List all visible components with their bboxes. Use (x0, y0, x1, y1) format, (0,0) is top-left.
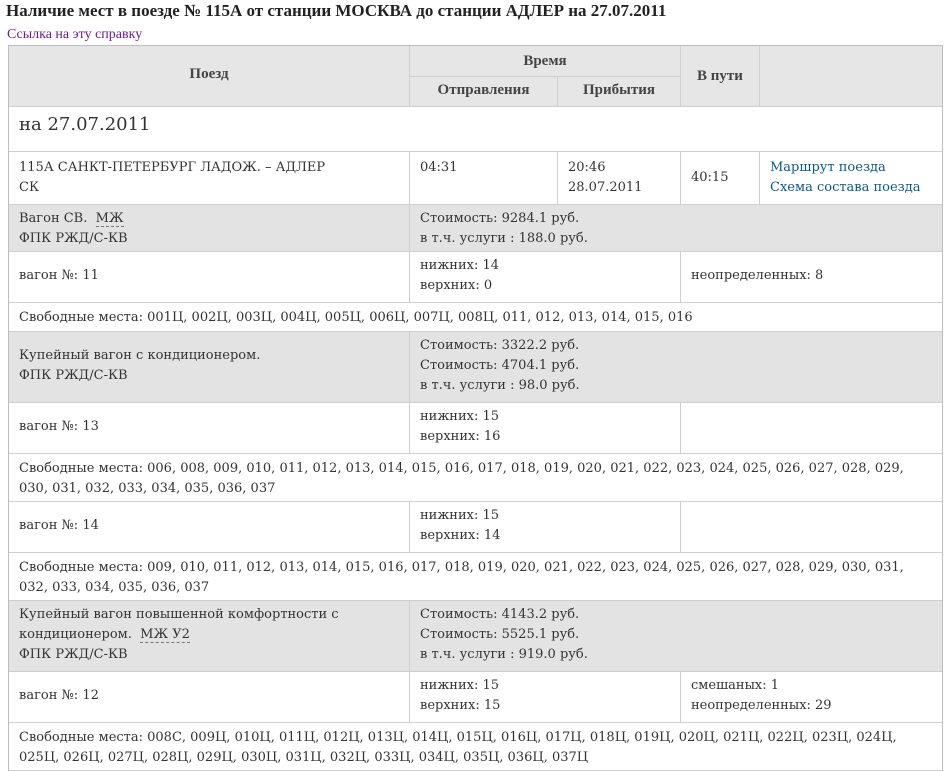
car-number: вагон №: 11 (19, 268, 99, 283)
free-seats: Свободные места: 009, 010, 011, 012, 013… (19, 560, 904, 595)
car-row: вагон №: 12 нижних: 15 верхних: 15 смеша… (9, 672, 942, 723)
car-class-name-cont: кондиционером. (19, 627, 132, 642)
price: Стоимость: 5525.1 руб. (420, 627, 580, 642)
header-duration: В пути (697, 68, 743, 84)
carrier: ФПК РЖД/С-КВ (19, 368, 128, 383)
availability-table: Поезд Время Отправления Прибытия В пути … (8, 45, 943, 771)
lower-seats: нижних: 15 (420, 508, 500, 523)
upper-seats: верхних: 14 (420, 528, 501, 543)
table-header: Поезд Время Отправления Прибытия В пути (9, 46, 942, 107)
car-number: вагон №: 14 (19, 518, 99, 533)
header-departure: Отправления (437, 82, 530, 98)
car-class-row: Купейный вагон с кондиционером. ФПК РЖД/… (9, 332, 942, 403)
car-number: вагон №: 13 (19, 419, 99, 434)
price: Стоимость: 3322.2 руб. (420, 338, 580, 353)
undefined-seats: неопределенных: 8 (691, 268, 824, 283)
gender-badge[interactable]: МЖ (95, 211, 124, 227)
reference-link[interactable]: Ссылка на эту справку (7, 27, 143, 42)
mixed-seats: смешаных: 1 (691, 678, 780, 693)
car-row: вагон №: 13 нижних: 15 верхних: 16 (9, 403, 942, 454)
train-type: СК (19, 180, 40, 195)
free-seats: Свободные места: 006, 008, 009, 010, 011… (19, 461, 904, 496)
date-row: на 27.07.2011 (9, 107, 942, 152)
car-class-name: Купейный вагон повышенной комфортности с (19, 607, 339, 622)
car-class-name: Купейный вагон с кондиционером. (19, 348, 261, 363)
upper-seats: верхних: 15 (420, 698, 501, 713)
free-seats: Свободные места: 008С, 009Ц, 010Ц, 011Ц,… (19, 730, 897, 765)
service-fee: в т.ч. услуги : 98.0 руб. (420, 378, 580, 393)
car-number: вагон №: 12 (19, 688, 99, 703)
price: Стоимость: 4704.1 руб. (420, 358, 580, 373)
page-title: Наличие мест в поезде № 115А от станции … (6, 1, 667, 20)
undefined-seats: неопределенных: 29 (691, 698, 832, 713)
departure-time: 04:31 (420, 160, 458, 175)
header-train: Поезд (189, 66, 229, 82)
carrier: ФПК РЖД/С-КВ (19, 231, 128, 246)
free-seats-row: Свободные места: 008С, 009Ц, 010Ц, 011Ц,… (9, 723, 942, 771)
travel-duration: 40:15 (691, 170, 729, 185)
lower-seats: нижних: 15 (420, 409, 500, 424)
car-class-name: Вагон СВ. (19, 211, 88, 226)
header-time: Время (523, 53, 567, 69)
gender-badge[interactable]: МЖ У2 (140, 627, 190, 643)
car-row: вагон №: 14 нижних: 15 верхних: 14 (9, 502, 942, 553)
scheme-link[interactable]: Схема состава поезда (770, 180, 921, 195)
price: Стоимость: 4143.2 руб. (420, 607, 580, 622)
carrier: ФПК РЖД/С-КВ (19, 647, 128, 662)
car-class-row: Вагон СВ. МЖ ФПК РЖД/С-КВ Стоимость: 928… (9, 205, 942, 252)
free-seats-row: Свободные места: 001Ц, 002Ц, 003Ц, 004Ц,… (9, 303, 942, 332)
service-fee: в т.ч. услуги : 188.0 руб. (420, 231, 588, 246)
upper-seats: верхних: 16 (420, 429, 501, 444)
car-row: вагон №: 11 нижних: 14 верхних: 0 неопре… (9, 252, 942, 303)
free-seats-row: Свободные места: 006, 008, 009, 010, 011… (9, 454, 942, 502)
free-seats-row: Свободные места: 009, 010, 011, 012, 013… (9, 553, 942, 601)
arrival-date: 28.07.2011 (568, 180, 643, 195)
route-link[interactable]: Маршрут поезда (770, 160, 886, 175)
lower-seats: нижних: 14 (420, 258, 500, 273)
header-arrival: Прибытия (583, 82, 655, 98)
train-row: 115А САНКТ-ПЕТЕРБУРГ ЛАДОЖ. – АДЛЕР СК 0… (9, 152, 942, 205)
date-heading: на 27.07.2011 (19, 114, 151, 135)
train-name: 115А САНКТ-ПЕТЕРБУРГ ЛАДОЖ. – АДЛЕР (19, 160, 326, 175)
arrival-time: 20:46 (568, 160, 606, 175)
car-class-row: Купейный вагон повышенной комфортности с… (9, 601, 942, 672)
upper-seats: верхних: 0 (420, 278, 493, 293)
service-fee: в т.ч. услуги : 919.0 руб. (420, 647, 588, 662)
lower-seats: нижних: 15 (420, 678, 500, 693)
free-seats: Свободные места: 001Ц, 002Ц, 003Ц, 004Ц,… (19, 310, 693, 325)
price: Стоимость: 9284.1 руб. (420, 211, 580, 226)
